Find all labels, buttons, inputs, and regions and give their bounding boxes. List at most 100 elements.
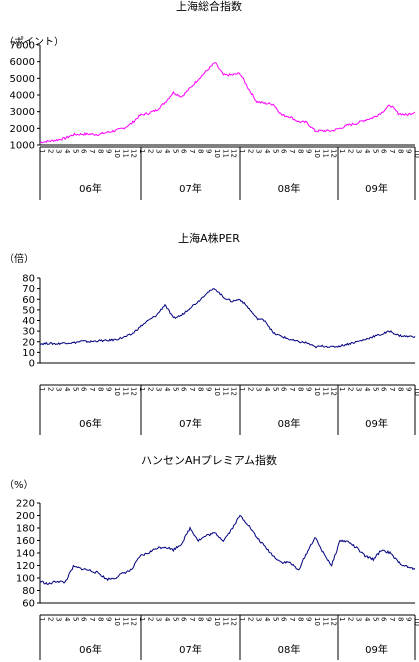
year-label: 09年 bbox=[365, 643, 388, 656]
month-tick-label: 2 bbox=[246, 149, 254, 153]
month-tick-label: 1 bbox=[238, 617, 246, 621]
month-tick-label: 5 bbox=[371, 617, 379, 621]
y-unit-label: （ポイント） bbox=[4, 36, 64, 48]
month-tick-label: 3 bbox=[355, 149, 363, 153]
month-tick-label: 7 bbox=[388, 617, 396, 621]
month-tick-label: 3 bbox=[255, 149, 263, 153]
month-tick-label: 12 bbox=[330, 617, 338, 626]
month-tick-label: 10 bbox=[113, 387, 121, 396]
y-tick-label: 220 bbox=[16, 499, 35, 510]
month-tick-label: 9 bbox=[305, 149, 313, 153]
year-label: 08年 bbox=[278, 182, 301, 195]
y-tick-label: 160 bbox=[16, 536, 35, 547]
month-tick-label: 10 bbox=[313, 387, 321, 396]
month-tick-label: 11 bbox=[221, 149, 229, 158]
month-tick-label: 11 bbox=[121, 617, 129, 626]
month-tick-label: 5 bbox=[171, 387, 179, 391]
month-tick-label: 3 bbox=[55, 387, 63, 391]
month-tick-label: 9 bbox=[305, 387, 313, 391]
month-tick-label: 11 bbox=[321, 617, 329, 626]
month-tick-label: 10 bbox=[313, 149, 321, 158]
month-tick-label: 12 bbox=[130, 617, 138, 626]
month-tick-label: 5 bbox=[71, 149, 79, 153]
month-tick-label: 10 bbox=[313, 617, 321, 626]
chart-title: 上海A株PER bbox=[178, 231, 240, 245]
month-tick-label: 1 bbox=[138, 149, 146, 153]
month-tick-label: 8 bbox=[96, 387, 104, 391]
month-tick-label: 10 bbox=[213, 387, 221, 396]
y-tick-label: 4000 bbox=[10, 91, 35, 102]
month-tick-label: 1 bbox=[138, 387, 146, 391]
month-tick-label: 2 bbox=[246, 387, 254, 391]
y-tick-label: 10 bbox=[22, 348, 35, 359]
y-unit-label: （%） bbox=[4, 479, 34, 491]
y-tick-label: 5000 bbox=[10, 74, 35, 85]
month-tick-label: 7 bbox=[188, 149, 196, 153]
year-label: 08年 bbox=[278, 417, 301, 430]
y-tick-label: 50 bbox=[22, 305, 35, 316]
chart-3: ハンセンAHプレミアム指数（%）608010012014016018020022… bbox=[4, 453, 419, 660]
month-tick-label: 3 bbox=[155, 617, 163, 621]
month-tick-label: 8 bbox=[296, 617, 304, 621]
month-tick-label: 5 bbox=[371, 387, 379, 391]
month-tick-label: 5 bbox=[271, 387, 279, 391]
month-tick-label: 7 bbox=[388, 387, 396, 391]
month-tick-label: 6 bbox=[380, 617, 388, 622]
month-tick-label: 10 bbox=[213, 617, 221, 626]
month-tick-label: 6 bbox=[80, 387, 88, 392]
month-tick-label: 7 bbox=[88, 387, 96, 391]
month-tick-label: 3 bbox=[255, 617, 263, 621]
month-tick-label: 2 bbox=[46, 617, 54, 621]
month-tick-label: 3 bbox=[55, 149, 63, 153]
month-tick-label: 8 bbox=[196, 387, 204, 391]
month-tick-label: 1 bbox=[238, 387, 246, 391]
month-tick-label: 2 bbox=[146, 149, 154, 153]
month-tick-label: 3 bbox=[55, 617, 63, 621]
year-label: 06年 bbox=[79, 417, 102, 430]
month-tick-label: 11 bbox=[121, 387, 129, 396]
month-tick-label: 7 bbox=[188, 387, 196, 391]
series-line bbox=[39, 514, 416, 585]
month-tick-label: 9 bbox=[305, 617, 313, 621]
y-tick-label: 200 bbox=[16, 511, 35, 522]
month-tick-label: 7 bbox=[388, 149, 396, 153]
month-tick-label: 3 bbox=[355, 617, 363, 621]
month-tick-label: 9 bbox=[205, 149, 213, 153]
month-tick-label: 5 bbox=[171, 617, 179, 621]
month-tick-label: 4 bbox=[163, 617, 171, 622]
y-tick-label: 180 bbox=[16, 524, 35, 535]
month-tick-label: 9 bbox=[105, 617, 113, 621]
month-tick-label: 4 bbox=[263, 387, 271, 392]
y-tick-label: 40 bbox=[22, 316, 35, 327]
month-tick-label: 10 bbox=[413, 149, 419, 158]
y-tick-label: 3000 bbox=[10, 107, 35, 118]
month-tick-label: 10 bbox=[213, 149, 221, 158]
year-label: 09年 bbox=[365, 182, 388, 195]
month-tick-label: 11 bbox=[321, 149, 329, 158]
month-tick-label: 4 bbox=[63, 617, 71, 622]
month-tick-label: 10 bbox=[413, 617, 419, 626]
y-tick-label: 20 bbox=[22, 337, 35, 348]
y-tick-label: 80 bbox=[22, 274, 35, 285]
month-tick-label: 9 bbox=[205, 617, 213, 621]
month-tick-label: 8 bbox=[196, 617, 204, 621]
month-tick-label: 12 bbox=[130, 387, 138, 396]
month-tick-label: 6 bbox=[280, 617, 288, 622]
year-label: 07年 bbox=[179, 182, 202, 195]
month-tick-label: 11 bbox=[121, 149, 129, 158]
month-tick-label: 6 bbox=[280, 387, 288, 392]
month-tick-label: 8 bbox=[396, 387, 404, 391]
month-tick-label: 12 bbox=[230, 617, 238, 626]
month-tick-label: 2 bbox=[146, 387, 154, 391]
month-tick-label: 4 bbox=[363, 149, 371, 154]
y-unit-label: （倍） bbox=[4, 252, 34, 265]
month-tick-label: 11 bbox=[321, 387, 329, 396]
month-tick-label: 7 bbox=[88, 617, 96, 621]
month-tick-label: 8 bbox=[396, 149, 404, 153]
month-tick-label: 9 bbox=[205, 387, 213, 391]
year-label: 06年 bbox=[79, 643, 102, 656]
y-tick-label: 70 bbox=[22, 284, 35, 295]
month-tick-label: 6 bbox=[80, 149, 88, 154]
month-tick-label: 5 bbox=[271, 617, 279, 621]
month-tick-label: 2 bbox=[346, 617, 354, 621]
